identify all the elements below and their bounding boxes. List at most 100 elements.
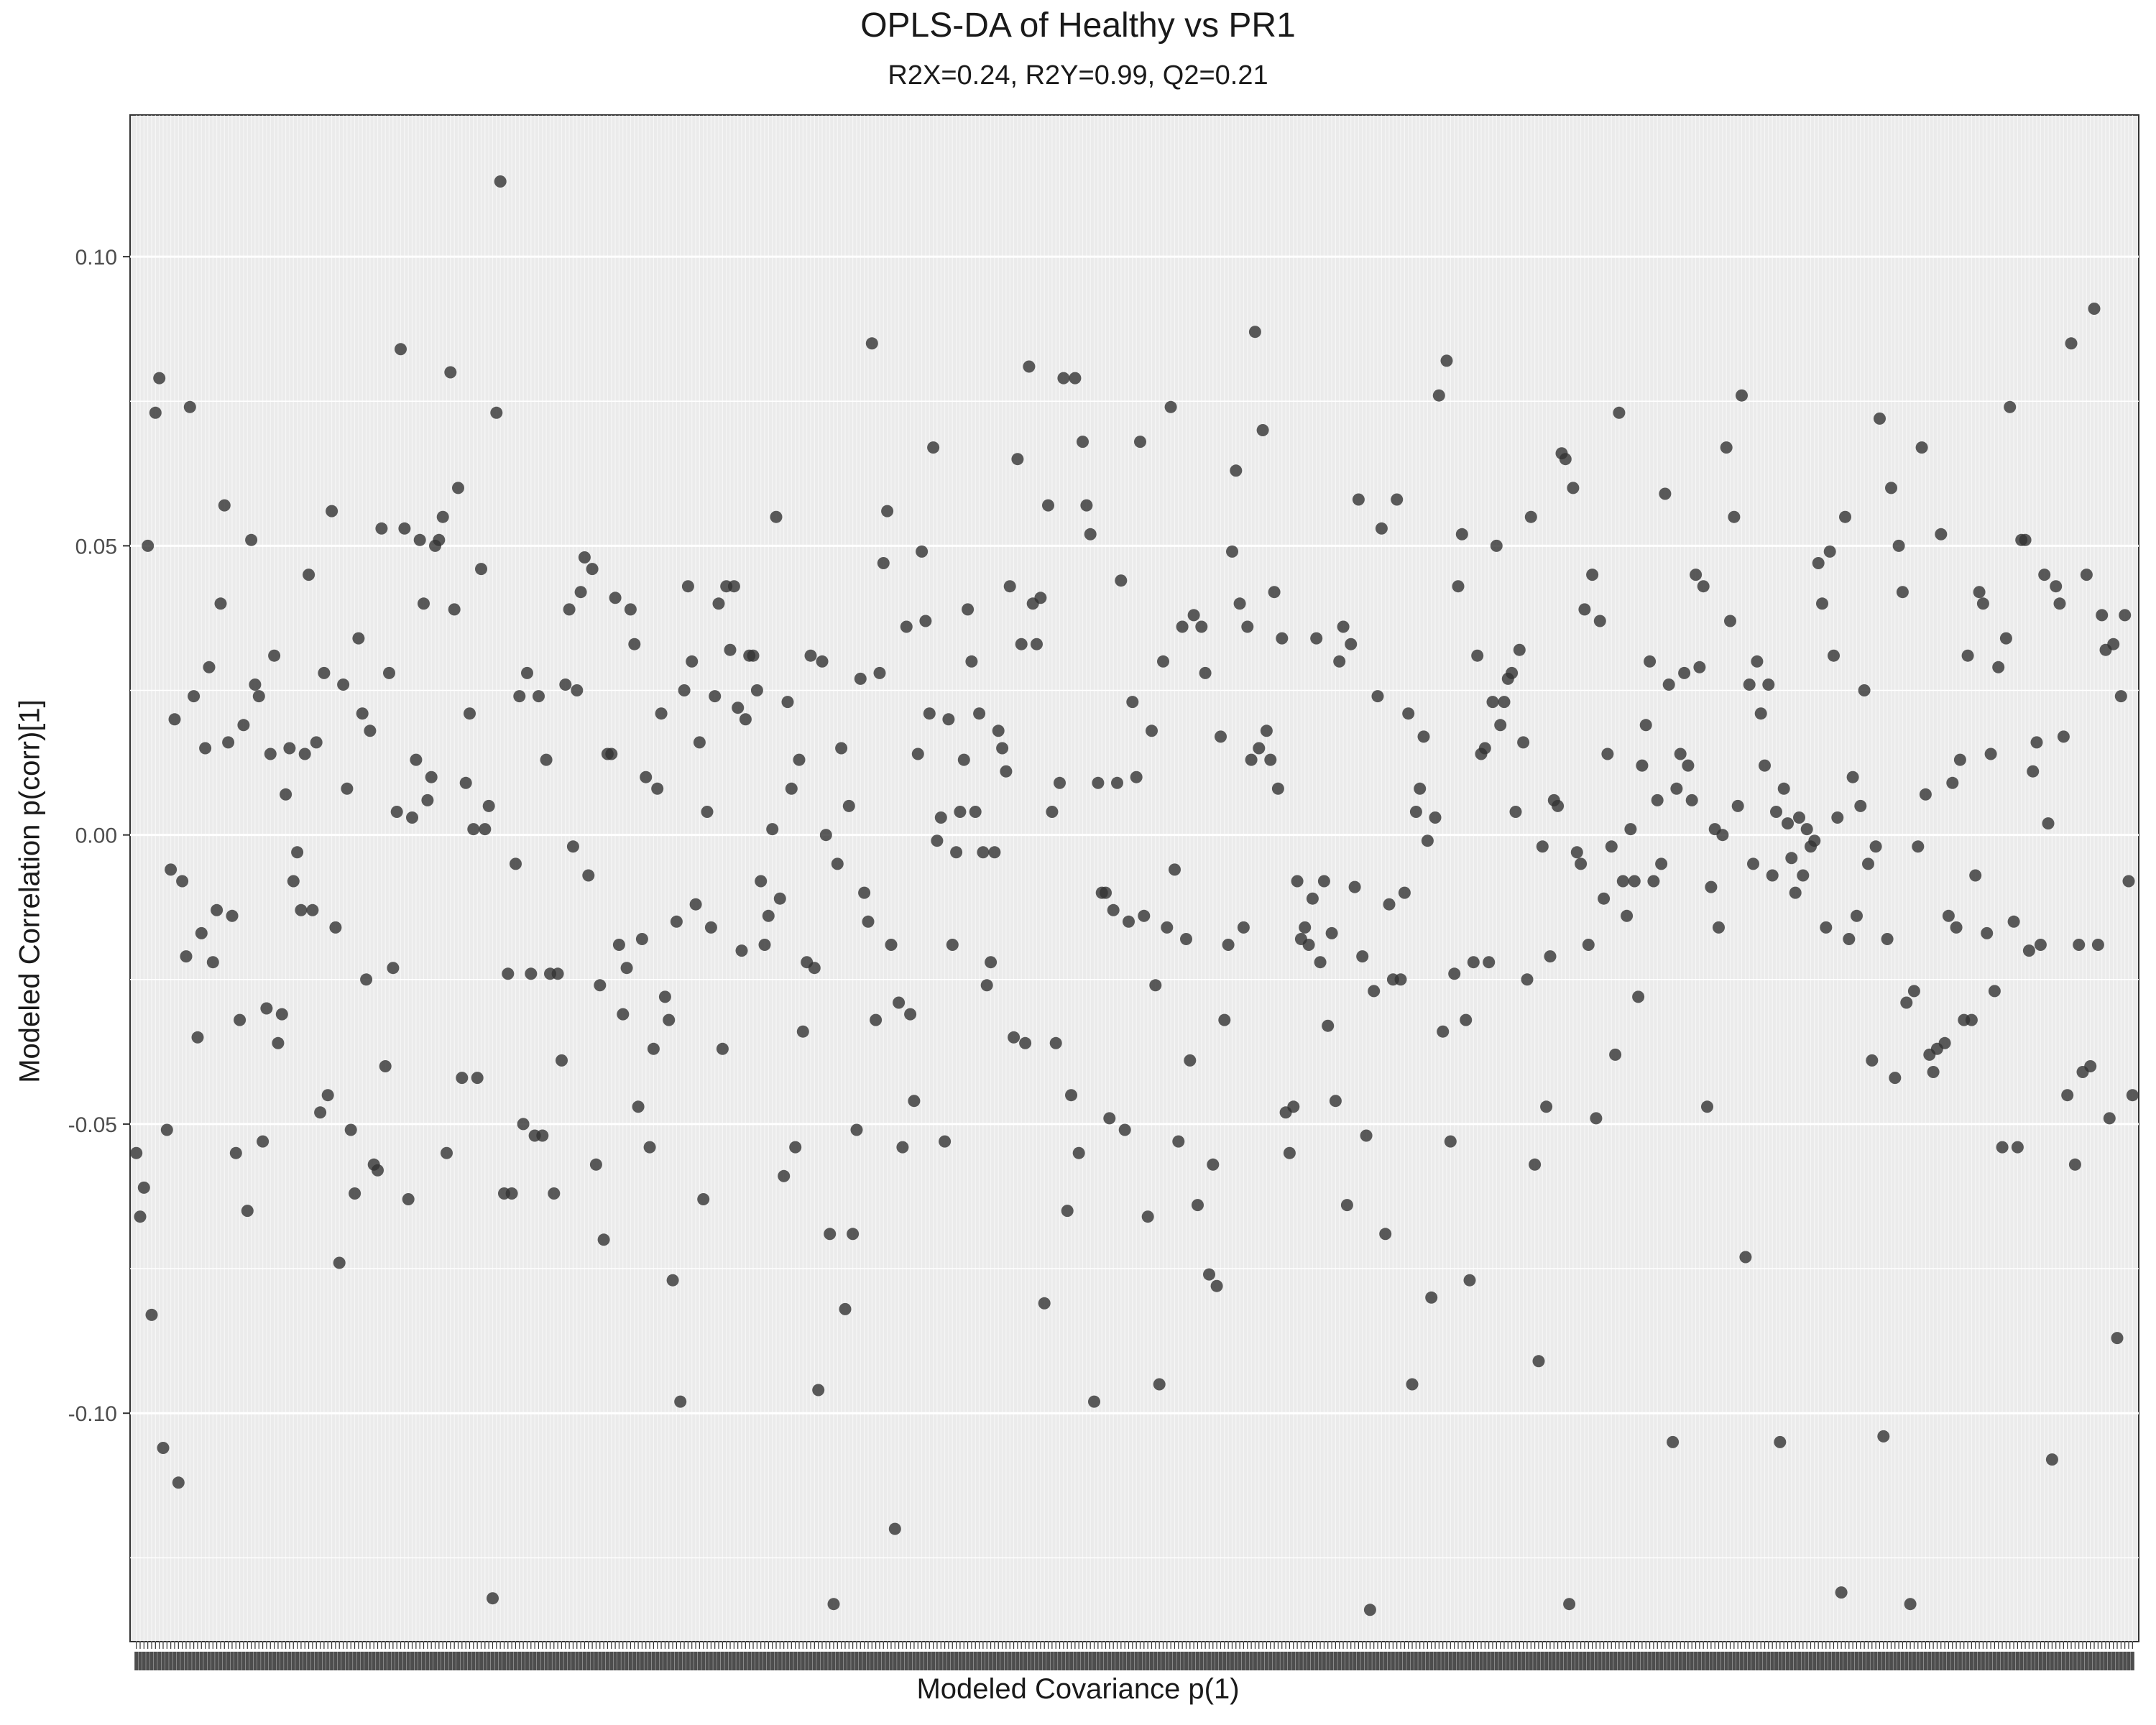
x-tick-label <box>153 1652 157 1670</box>
x-tick-label <box>180 1652 185 1670</box>
data-point <box>1590 1112 1603 1125</box>
x-tick-label <box>1027 1652 1031 1670</box>
x-tick-label <box>226 1652 231 1670</box>
x-tick-label <box>636 1652 640 1670</box>
x-tick-label <box>736 1652 740 1670</box>
data-point <box>1892 539 1905 552</box>
data-point <box>510 857 522 870</box>
x-tick-label <box>1881 1652 1886 1670</box>
data-point <box>862 915 875 928</box>
data-point <box>1839 510 1851 523</box>
data-point <box>1697 580 1710 593</box>
x-tick-label <box>686 1652 690 1670</box>
data-point <box>1858 684 1871 696</box>
x-tick-label <box>1912 1652 1916 1670</box>
data-point <box>939 1135 952 1148</box>
data-point <box>260 1002 273 1015</box>
data-point <box>1271 782 1284 795</box>
data-point <box>847 1228 860 1241</box>
x-tick-label <box>1272 1652 1276 1670</box>
x-tick-label <box>1966 1652 1970 1670</box>
data-point <box>1057 372 1070 385</box>
data-point <box>130 1146 143 1159</box>
x-tick-label <box>521 1652 525 1670</box>
x-tick-label <box>1483 1652 1487 1670</box>
x-tick-label <box>1701 1652 1705 1670</box>
x-tick-label <box>506 1652 510 1670</box>
data-point <box>2022 944 2035 957</box>
x-tick-label <box>544 1652 548 1670</box>
x-tick-label <box>218 1652 223 1670</box>
x-tick-label <box>1088 1652 1092 1670</box>
x-tick-label <box>1517 1652 1521 1670</box>
x-tick-label <box>2000 1652 2004 1670</box>
x-tick-label <box>747 1652 752 1670</box>
x-tick-label <box>471 1652 476 1670</box>
data-point <box>1340 1199 1353 1212</box>
data-point <box>1552 799 1565 812</box>
x-tick-label <box>1406 1652 1411 1670</box>
x-tick-label <box>1188 1652 1192 1670</box>
x-tick-label <box>1180 1652 1184 1670</box>
x-tick-label <box>402 1652 407 1670</box>
x-tick-label <box>1345 1652 1349 1670</box>
data-point <box>1621 909 1634 922</box>
x-tick-label <box>1521 1652 1526 1670</box>
x-tick-label <box>1441 1652 1445 1670</box>
data-point <box>1368 985 1381 998</box>
x-tick-label <box>1786 1652 1790 1670</box>
x-tick-label <box>322 1652 326 1670</box>
x-tick-label <box>291 1652 295 1670</box>
data-point <box>298 748 311 760</box>
x-tick-label <box>755 1652 759 1670</box>
y-tick-label: 0.10 <box>75 246 117 270</box>
data-point <box>303 569 315 581</box>
x-tick-label <box>1054 1652 1058 1670</box>
data-point <box>1141 1210 1154 1223</box>
x-tick-label <box>1100 1652 1104 1670</box>
data-point <box>1705 880 1718 893</box>
x-tick-label <box>2081 1652 2085 1670</box>
data-point <box>229 1146 242 1159</box>
data-point <box>1912 840 1925 853</box>
x-tick-label <box>763 1652 767 1670</box>
data-point <box>1157 655 1169 668</box>
x-tick-label <box>1218 1652 1222 1670</box>
data-point <box>1049 1036 1062 1049</box>
data-point <box>1455 528 1468 540</box>
data-point <box>206 956 219 969</box>
x-tick-label <box>490 1652 494 1670</box>
data-point <box>1529 1158 1542 1171</box>
x-tick-label <box>188 1652 192 1670</box>
data-point <box>1008 1031 1021 1044</box>
x-tick-label <box>2115 1652 2119 1670</box>
x-tick-label <box>1613 1652 1618 1670</box>
x-tick-label <box>582 1652 586 1670</box>
data-point <box>2091 939 2104 951</box>
data-point <box>2007 915 2020 928</box>
data-point <box>1038 1297 1051 1310</box>
x-tick-label <box>567 1652 571 1670</box>
y-tick-label: 0.00 <box>75 824 117 848</box>
data-point <box>1575 857 1588 870</box>
data-point <box>356 707 369 720</box>
x-tick-label <box>881 1652 885 1670</box>
x-tick-label <box>1445 1652 1449 1670</box>
x-tick-label <box>1015 1652 1020 1670</box>
x-tick-label <box>717 1652 721 1670</box>
data-point <box>1953 753 1966 766</box>
x-tick-label <box>1264 1652 1268 1670</box>
x-tick-label <box>1487 1652 1491 1670</box>
x-tick-label <box>1958 1652 1962 1670</box>
x-tick-label <box>1862 1652 1866 1670</box>
data-point <box>306 903 319 916</box>
data-point <box>1770 806 1782 818</box>
data-point <box>589 1158 602 1171</box>
x-tick-label <box>1276 1652 1280 1670</box>
data-point <box>2126 1089 2139 1102</box>
data-point <box>1218 1013 1231 1026</box>
x-tick-label <box>1705 1652 1710 1670</box>
x-tick-label <box>2061 1652 2065 1670</box>
data-point <box>390 806 403 818</box>
data-point <box>962 603 975 616</box>
